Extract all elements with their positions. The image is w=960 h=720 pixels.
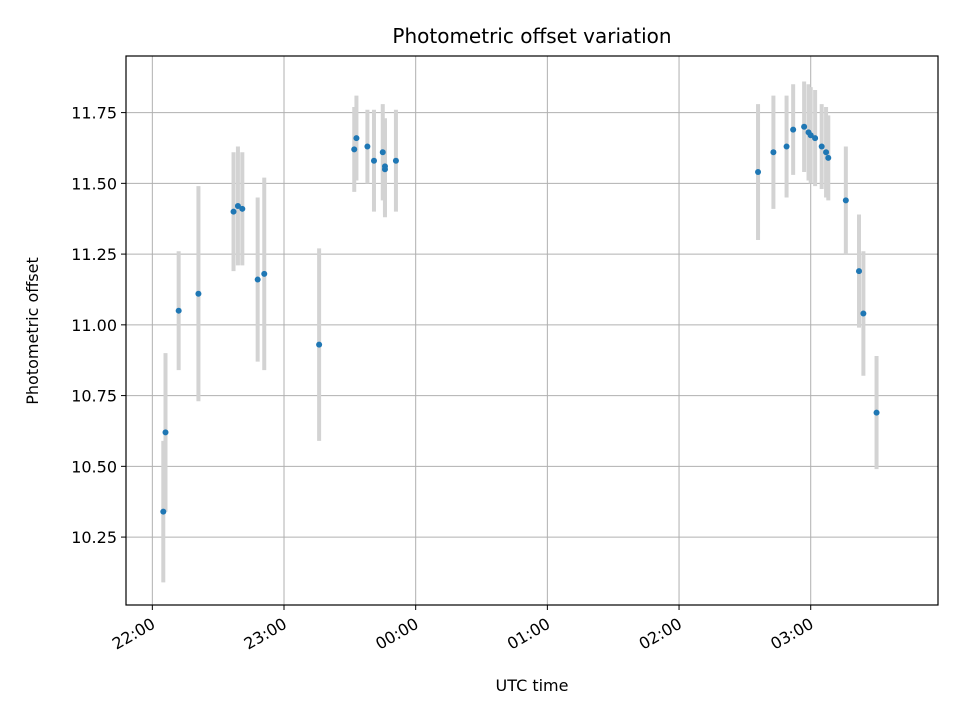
data-point bbox=[160, 508, 167, 515]
grid bbox=[126, 56, 938, 605]
x-axis-label: UTC time bbox=[496, 676, 569, 695]
data-point bbox=[842, 197, 849, 204]
y-tick-label: 11.50 bbox=[71, 174, 117, 193]
data-point bbox=[175, 307, 182, 314]
data-point bbox=[823, 149, 830, 156]
data-point bbox=[392, 157, 399, 164]
data-point bbox=[254, 276, 261, 283]
data-point bbox=[234, 202, 241, 209]
data-point bbox=[162, 429, 169, 436]
data-point bbox=[818, 143, 825, 150]
data-point bbox=[379, 149, 386, 156]
data-point bbox=[195, 290, 202, 297]
data-point bbox=[353, 135, 360, 142]
data-point bbox=[770, 149, 777, 156]
data-point bbox=[351, 146, 358, 153]
plot-area-frame bbox=[125, 55, 939, 606]
y-tick-label: 10.25 bbox=[71, 528, 117, 547]
data-point bbox=[381, 163, 388, 170]
data-point bbox=[825, 154, 832, 161]
data-point bbox=[316, 341, 323, 348]
data-point bbox=[364, 143, 371, 150]
data-point bbox=[801, 123, 808, 130]
data-point bbox=[261, 270, 268, 277]
data-point bbox=[860, 310, 867, 317]
data-points bbox=[160, 123, 880, 515]
y-tick-label: 11.75 bbox=[71, 104, 117, 123]
data-point bbox=[807, 132, 814, 139]
y-tick-label: 10.75 bbox=[71, 387, 117, 406]
y-tick-label: 10.50 bbox=[71, 457, 117, 476]
data-point bbox=[855, 268, 862, 275]
data-point bbox=[812, 135, 819, 142]
data-point bbox=[230, 208, 237, 215]
data-point bbox=[790, 126, 797, 133]
data-point bbox=[239, 205, 246, 212]
data-point bbox=[370, 157, 377, 164]
y-axis-label: Photometric offset bbox=[23, 257, 42, 405]
data-point bbox=[755, 169, 762, 176]
y-axis-ticks: 10.25 10.50 10.75 11.00 11.25 11.50 11.75 bbox=[71, 104, 126, 547]
data-point bbox=[783, 143, 790, 150]
chart-title: Photometric offset variation bbox=[392, 24, 671, 48]
data-point bbox=[873, 409, 880, 416]
y-tick-label: 11.00 bbox=[71, 316, 117, 335]
y-tick-label: 11.25 bbox=[71, 245, 117, 264]
